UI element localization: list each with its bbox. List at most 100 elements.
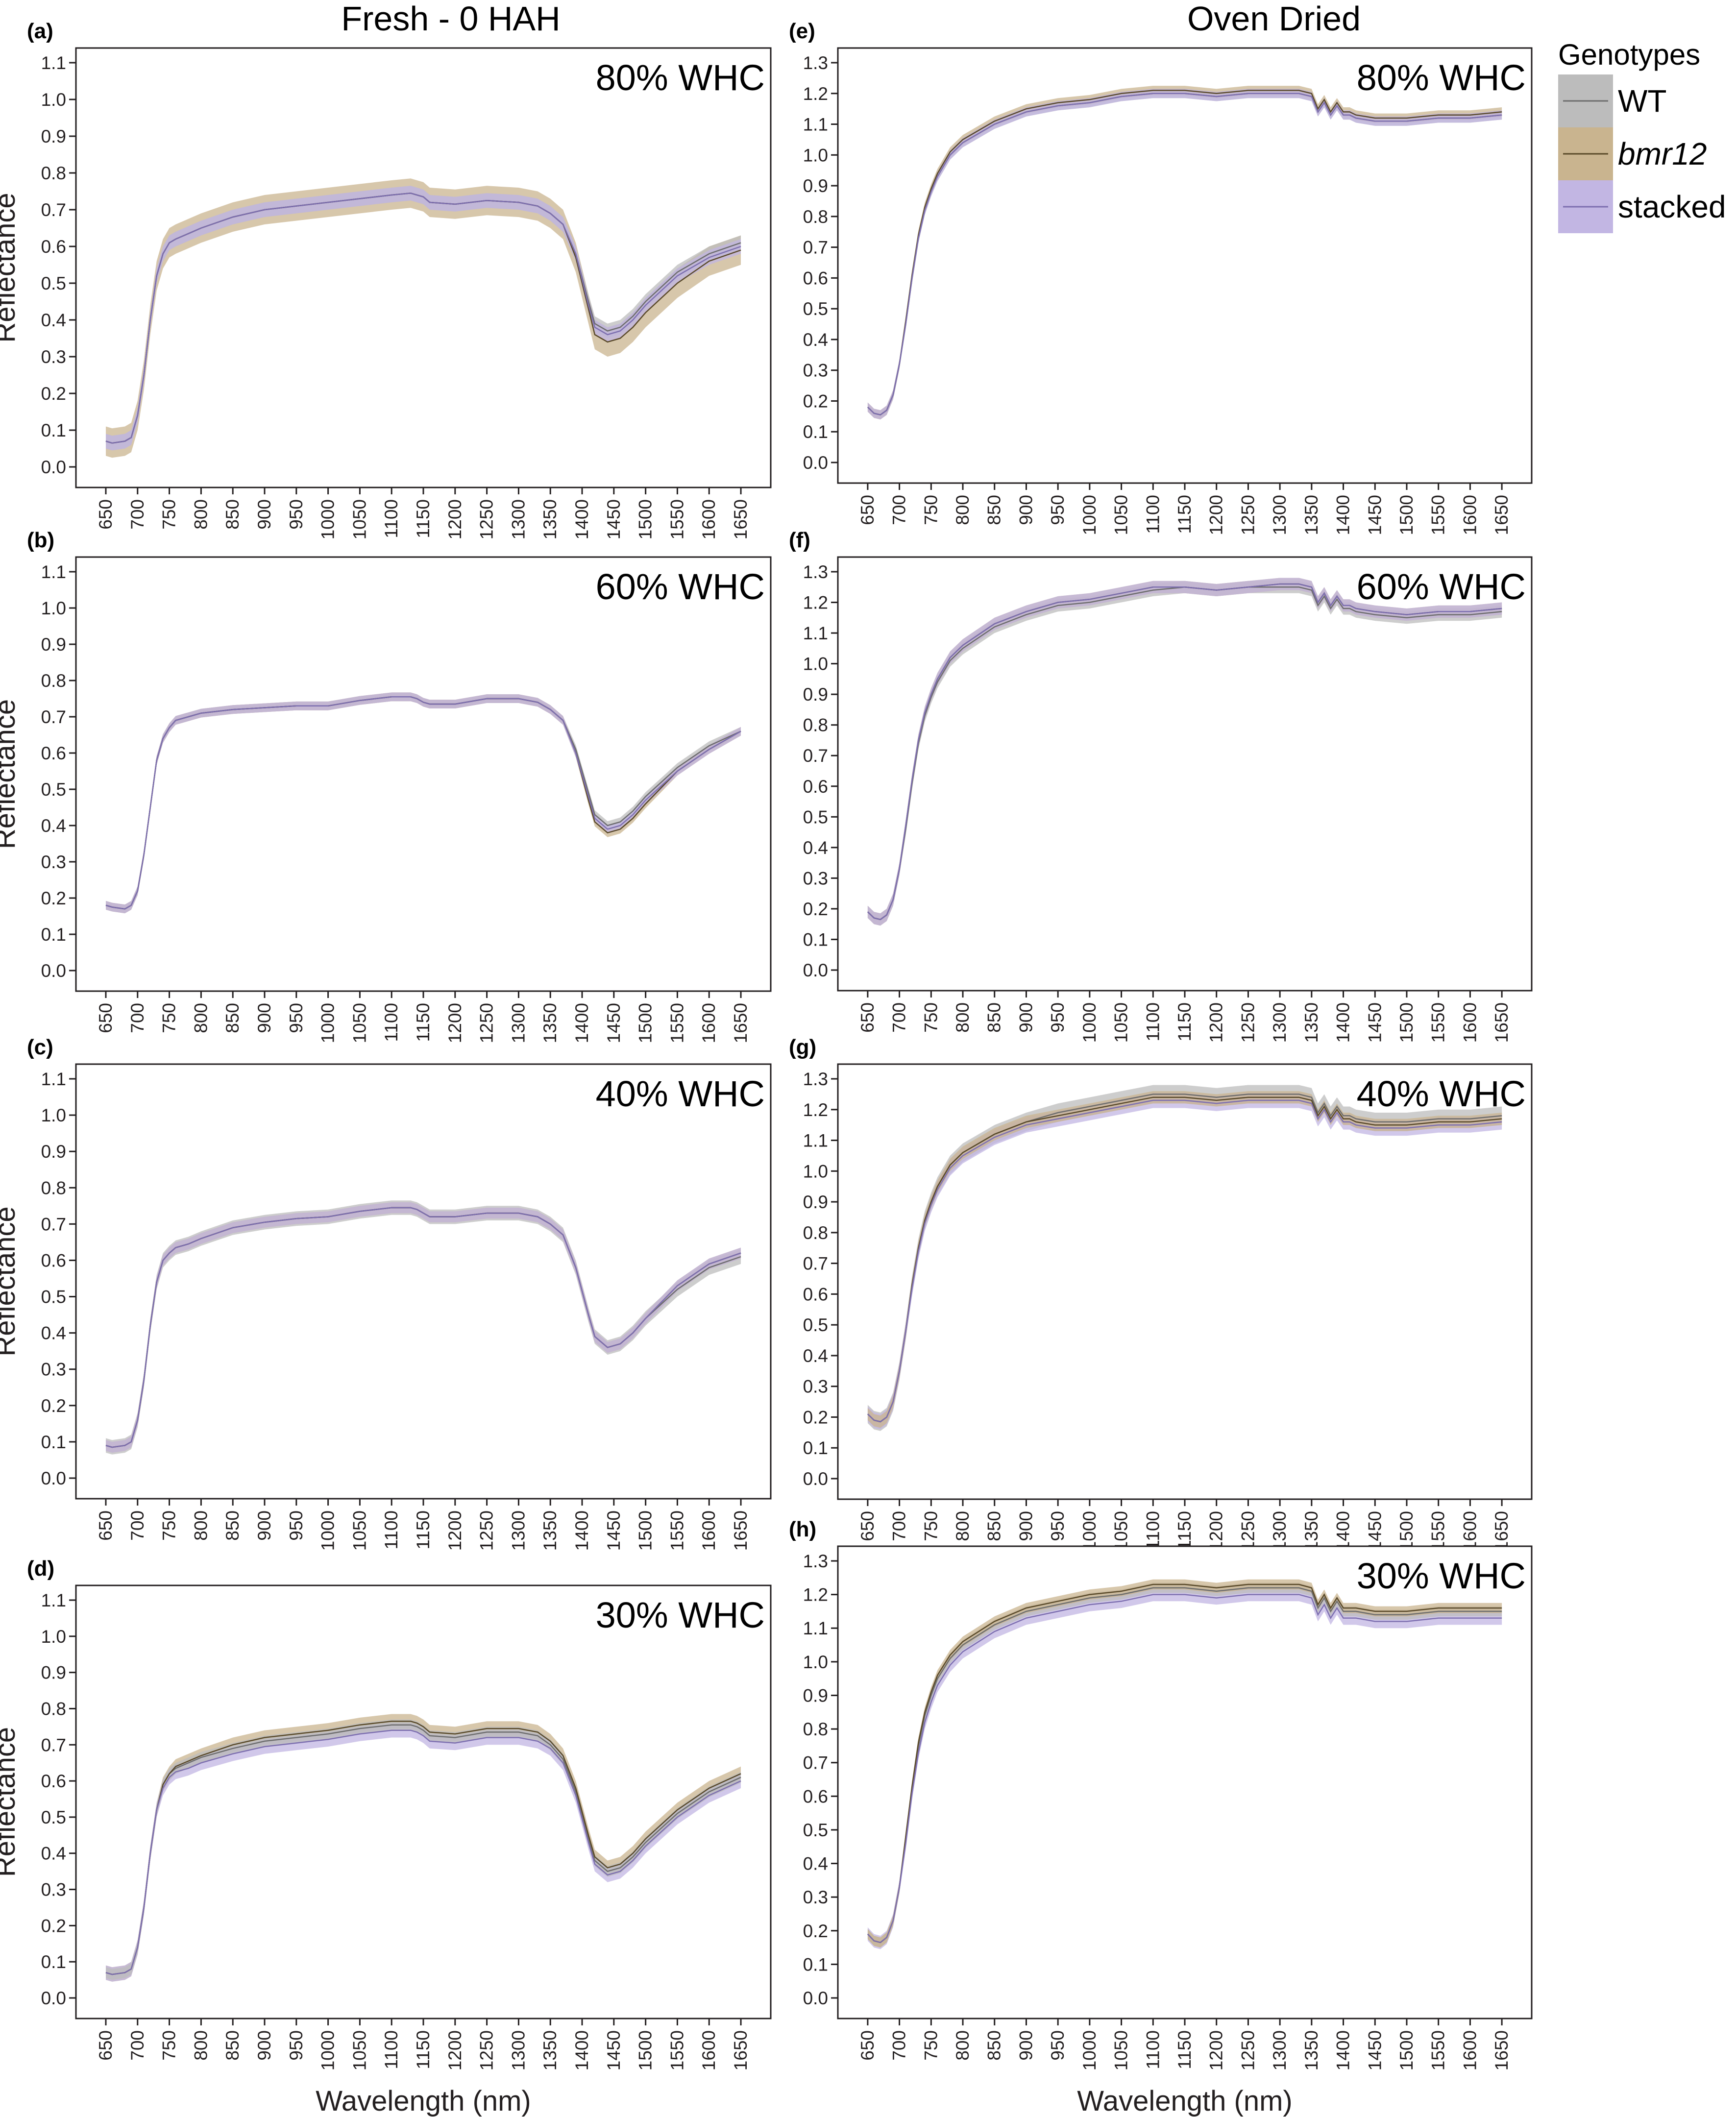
x-tick-label: 700	[127, 1003, 147, 1033]
x-tick-label: 1150	[1174, 1002, 1195, 1042]
y-tick-label: 0.7	[41, 1214, 66, 1234]
whc-annotation: 80% WHC	[1357, 57, 1526, 98]
x-tick-label: 750	[159, 2030, 179, 2061]
x-tick-label: 1000	[318, 1003, 338, 1043]
x-tick-label: 1500	[1396, 2030, 1417, 2070]
series-line-stacked	[105, 1207, 741, 1448]
y-tick-label: 0.9	[41, 126, 66, 146]
x-tick-label: 1150	[413, 1510, 433, 1550]
y-tick-label: 0.8	[41, 163, 66, 183]
x-tick-label: 1100	[381, 2030, 401, 2069]
y-tick-label: 0.9	[41, 1663, 66, 1683]
x-tick-label: 850	[222, 499, 243, 530]
y-tick-label: 0.4	[803, 838, 828, 858]
plot-frame	[837, 556, 1533, 992]
legend-entries: WT bmr12 stacked	[1558, 74, 1726, 233]
x-tick-label: 1250	[1238, 1511, 1258, 1551]
y-tick-label: 1.1	[803, 115, 828, 135]
x-tick-label: 1000	[318, 1510, 338, 1551]
y-tick-label: 0.2	[41, 888, 66, 908]
x-tick-label: 850	[984, 1002, 1004, 1033]
x-tick-label: 850	[222, 1003, 243, 1033]
y-tick-label: 0.5	[41, 1807, 66, 1827]
plot-frame	[837, 1063, 1533, 1500]
legend-label: bmr12	[1618, 136, 1707, 171]
x-tick-label: 1350	[540, 1003, 560, 1043]
y-tick-label: 0.4	[803, 1854, 828, 1874]
x-tick-label: 850	[222, 2030, 243, 2061]
x-tick-label: 700	[127, 499, 147, 530]
x-tick-label: 1100	[381, 1510, 401, 1550]
y-tick-label: 0.2	[41, 384, 66, 404]
x-tick-label: 1550	[1428, 1511, 1448, 1551]
y-tick-label: 0.3	[41, 1880, 66, 1900]
y-tick-label: 1.0	[41, 1627, 66, 1647]
column-titles: Fresh - 0 HAH Oven Dried	[341, 0, 1361, 38]
y-tick-label: 0.0	[41, 1988, 66, 2008]
legend-entry-stacked: stacked	[1558, 180, 1726, 233]
x-tick-label: 1150	[413, 2030, 433, 2069]
band-stacked	[867, 89, 1502, 420]
x-tick-label: 1650	[731, 1510, 751, 1551]
x-tick-label: 1200	[445, 499, 465, 539]
x-tick-label: 800	[191, 2030, 211, 2061]
panel-d: (d) 30% WHC 0.0 0.1 0.2 0.3 0.4 0.5 0.6 0.7 0.8 0.9…	[0, 1557, 772, 2117]
x-tick-label: 1300	[508, 1003, 528, 1043]
x-tick-label: 950	[286, 1510, 306, 1541]
x-tick-label: 1100	[381, 499, 401, 538]
y-axis-label: Reflectance	[0, 193, 21, 342]
x-tick-label: 1100	[1143, 495, 1163, 534]
y-tick-label: 1.2	[803, 593, 828, 613]
x-tick-label: 700	[127, 2030, 147, 2061]
x-tick-label: 1050	[1111, 1511, 1131, 1551]
y-tick-label: 0.6	[803, 1786, 828, 1806]
band-stacked	[867, 578, 1502, 926]
x-tick-label: 1300	[508, 1510, 528, 1551]
x-tick-label: 850	[984, 2030, 1004, 2061]
x-tick-label: 1000	[318, 2030, 338, 2070]
x-tick-label: 900	[254, 1510, 274, 1541]
x-tick-label: 1400	[572, 499, 592, 539]
y-tick-label: 1.3	[803, 53, 828, 73]
x-tick-label: 1000	[1079, 1511, 1100, 1551]
plot-frame	[75, 556, 772, 992]
x-tick-label: 950	[1048, 2030, 1068, 2061]
y-tick-label: 0.8	[41, 1699, 66, 1719]
x-tick-label: 1300	[1270, 1511, 1290, 1551]
x-tick-label: 800	[953, 1002, 973, 1033]
panel-label: (d)	[27, 1557, 54, 1581]
y-tick-label: 0.1	[803, 929, 828, 949]
x-tick-label: 1650	[731, 499, 751, 539]
x-tick-label: 1100	[381, 1003, 401, 1042]
y-tick-label: 0.0	[41, 457, 66, 477]
x-tick-label: 1400	[1333, 495, 1353, 535]
series-line-stacked	[105, 696, 741, 910]
x-tick-label: 1300	[1270, 495, 1290, 535]
x-tick-label: 850	[222, 1510, 243, 1541]
x-tick-label: 1450	[604, 499, 624, 539]
y-tick-label: 0.3	[41, 1360, 66, 1380]
panel-label: (c)	[27, 1035, 53, 1059]
x-tick-label: 800	[191, 1003, 211, 1033]
x-tick-label: 1650	[1491, 1511, 1512, 1551]
y-tick-label: 0.6	[803, 268, 828, 288]
x-tick-label: 1450	[604, 1510, 624, 1551]
y-tick-label: 0.7	[41, 200, 66, 220]
y-axis-label: Reflectance	[0, 699, 21, 849]
y-tick-label: 1.1	[803, 623, 828, 643]
legend-entry-bmr12: bmr12	[1558, 127, 1707, 180]
y-tick-label: 0.6	[41, 237, 66, 257]
x-tick-label: 1150	[413, 1003, 433, 1042]
whc-annotation: 60% WHC	[1357, 566, 1526, 607]
x-tick-label: 1650	[731, 1003, 751, 1043]
x-tick-label: 1550	[1428, 2030, 1448, 2070]
x-tick-label: 900	[1016, 1511, 1036, 1541]
x-tick-label: 1000	[318, 499, 338, 539]
series-line-stacked	[867, 1099, 1502, 1423]
y-tick-label: 0.5	[41, 1287, 66, 1307]
y-tick-label: 1.3	[803, 562, 828, 582]
y-tick-label: 0.2	[803, 1921, 828, 1941]
y-tick-label: 1.0	[41, 1105, 66, 1125]
x-tick-label: 1200	[445, 2030, 465, 2070]
